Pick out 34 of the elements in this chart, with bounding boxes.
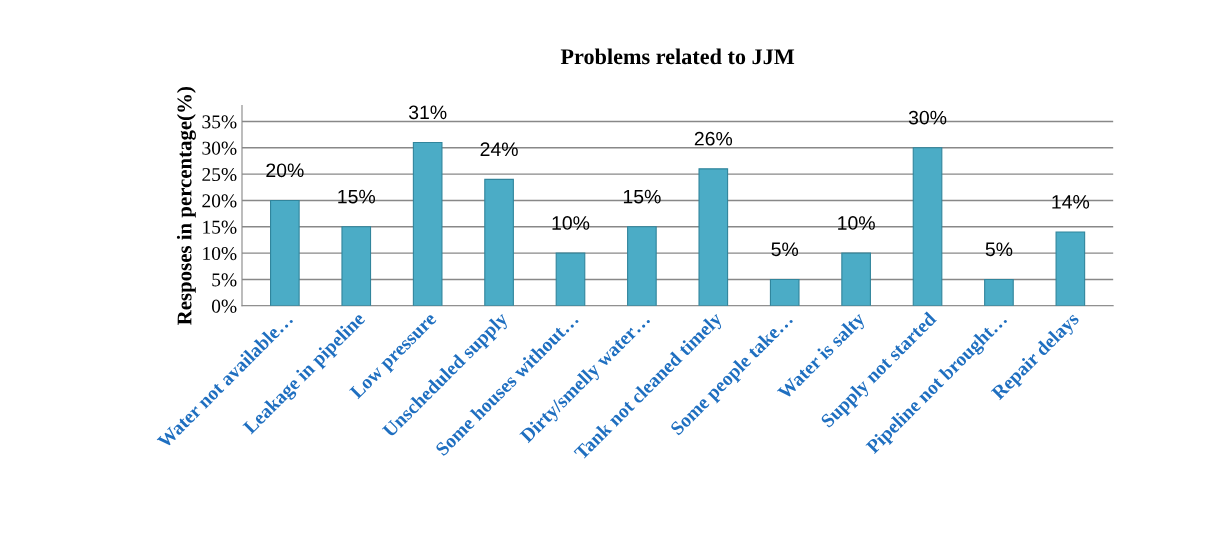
bar — [984, 278, 1014, 306]
data-label: 5% — [771, 242, 799, 257]
bar — [698, 168, 729, 306]
data-label: 20% — [266, 163, 304, 178]
bar — [555, 252, 586, 306]
y-tick-label: 30% — [202, 141, 237, 155]
y-tick-label: 15% — [203, 220, 237, 234]
bar — [412, 141, 443, 306]
data-label: 30% — [908, 110, 947, 125]
data-label: 5% — [985, 242, 1013, 257]
data-label: 26% — [694, 131, 733, 146]
y-tick-label: 0% — [211, 299, 237, 313]
bar — [270, 199, 300, 306]
data-label: 10% — [552, 216, 590, 230]
bar — [484, 178, 514, 306]
bar — [841, 252, 871, 306]
y-tick-label: 25% — [202, 167, 237, 182]
y-axis-title: Resposes in percentage(%) — [176, 87, 196, 325]
data-label: 15% — [338, 189, 376, 204]
bar — [1055, 231, 1086, 306]
data-label: 31% — [408, 105, 447, 120]
bar — [769, 278, 800, 306]
bar — [912, 147, 943, 306]
data-label: 10% — [838, 216, 875, 230]
y-tick-label: 5% — [212, 273, 237, 287]
bar — [341, 226, 372, 306]
y-tick-label: 35% — [202, 115, 237, 129]
bar — [627, 226, 657, 306]
data-label: 14% — [1052, 195, 1090, 209]
y-tick-label: 10% — [203, 246, 237, 261]
chart-title: Problems related to JJM — [560, 48, 795, 65]
y-tick-label: 20% — [202, 194, 237, 208]
data-label: 24% — [480, 142, 518, 157]
data-label: 15% — [623, 189, 661, 204]
